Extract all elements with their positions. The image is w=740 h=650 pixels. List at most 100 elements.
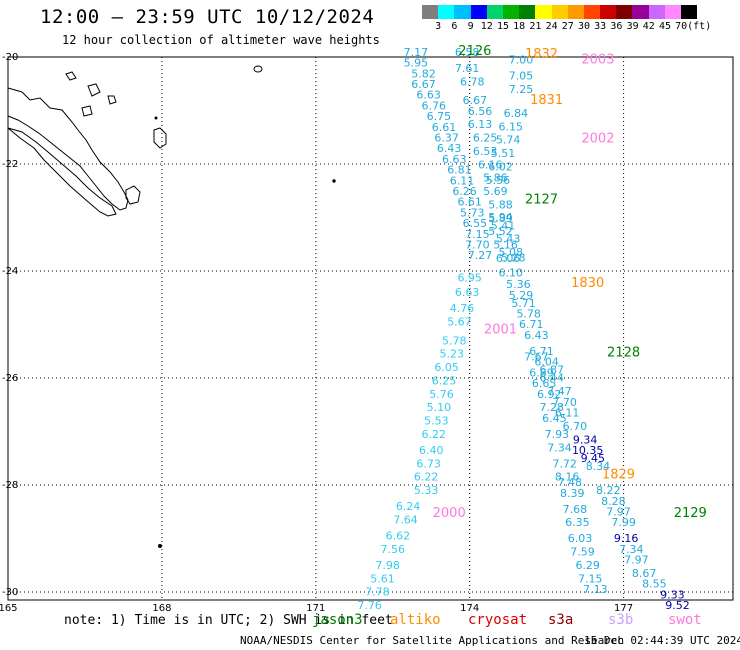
swh-value: 7.15 [578, 572, 603, 585]
swh-value: 7.64 [393, 514, 418, 527]
satellite-legend-item: altiko [390, 612, 441, 628]
swh-value: 8.28 [601, 495, 626, 508]
swh-value: 7.34 [619, 543, 644, 556]
swh-value: 7.56 [381, 543, 406, 556]
swh-value: 8.22 [596, 484, 621, 497]
swh-value: 6.22 [414, 471, 439, 484]
note-text: note: 1) Time is in UTC; 2) SWH is in fe… [64, 613, 393, 628]
colorbar-swatch [567, 5, 584, 19]
satellite-legend-item: jason3 [312, 612, 363, 628]
colorbar-swatch [470, 5, 487, 19]
colorbar-label: 21 [529, 21, 542, 32]
island-tiny-1 [332, 179, 336, 183]
swh-value: 7.00 [509, 53, 534, 66]
pass-label: 2002 [581, 132, 614, 147]
satellite-legend-item: swot [668, 612, 702, 628]
island-small-4 [81, 105, 93, 117]
swh-value: 6.06 [496, 252, 521, 265]
footer-credit: NOAA/NESDIS Center for Satellite Applica… [240, 634, 625, 647]
swh-value: 6.87 [540, 364, 565, 377]
swh-value: 5.69 [483, 185, 508, 198]
colorbar-label: 9 [467, 21, 474, 32]
pass-label: 1829 [602, 468, 635, 483]
colorbar-swatch [600, 5, 617, 19]
swh-value: 6.43 [524, 329, 549, 342]
swh-value: 5.78 [516, 308, 541, 321]
pass-label: 2127 [525, 193, 558, 208]
island-tiny-3 [154, 116, 158, 120]
colorbar-swatch [681, 5, 698, 19]
swh-value: 6.65 [532, 377, 557, 390]
swh-value: 8.55 [642, 578, 667, 591]
swh-value: 5.36 [506, 278, 531, 291]
pass-label: 2126 [458, 44, 491, 59]
swh-value: 5.86 [483, 172, 508, 185]
colorbar-label: 12 [480, 21, 493, 32]
swh-value: 6.81 [447, 164, 472, 177]
swh-value: 7.99 [611, 516, 636, 529]
swh-value: 7.13 [583, 583, 608, 596]
swh-value: 7.98 [375, 559, 400, 572]
swh-value: 5.78 [442, 334, 467, 347]
colorbar-label: 42 [642, 21, 655, 32]
y-tick-label: -20 [2, 52, 18, 63]
colorbar-label: 6 [451, 21, 458, 32]
swh-value: 6.45 [542, 412, 567, 425]
swh-value: 7.67 [524, 350, 549, 363]
swh-value: 6.58 [455, 46, 480, 59]
colorbar-label: 3 [435, 21, 442, 32]
footer-timestamp: 15 Dec 02:44:39 UTC 2024 [584, 634, 740, 647]
swh-value: 5.94 [488, 211, 513, 224]
swh-value: 6.53 [473, 145, 498, 158]
swh-value: 6.11 [450, 174, 475, 187]
swh-value: 6.62 [386, 530, 411, 543]
swh-value: 6.73 [416, 457, 441, 470]
swh-value: 6.84 [504, 107, 529, 120]
swh-value: 5.74 [496, 134, 521, 147]
swh-value: 7.25 [509, 83, 534, 96]
swh-value: 5.28 [501, 251, 526, 264]
swh-value: 7.34 [547, 441, 572, 454]
swh-value: 9.34 [573, 433, 598, 446]
swh-value: 8.34 [586, 460, 611, 473]
swh-value: 5.16 [493, 239, 518, 252]
x-tick-label: 165 [0, 603, 18, 614]
pass-label: 1832 [525, 47, 558, 62]
swh-value: 6.78 [460, 75, 485, 88]
swh-value: 5.33 [414, 484, 439, 497]
swh-value: 6.61 [457, 196, 482, 209]
swh-value: 6.63 [442, 153, 467, 166]
swh-value: 7.48 [557, 476, 582, 489]
swh-value: 6.25 [432, 374, 457, 387]
swh-value: 6.13 [468, 118, 493, 131]
swh-value: 7.47 [547, 385, 572, 398]
swh-value: 6.03 [568, 532, 593, 545]
swh-values: 7.175.955.826.676.636.766.756.616.376.43… [357, 46, 689, 612]
swh-value: 7.70 [552, 396, 577, 409]
x-tick-label: 174 [460, 603, 479, 614]
new-caledonia-coast [7, 87, 129, 211]
swh-value: 6.61 [432, 121, 457, 134]
swh-value: 9.16 [614, 532, 639, 545]
swh-value: 7.15 [465, 228, 490, 241]
swh-value: 7.05 [509, 69, 534, 82]
swh-value: 5.29 [509, 289, 534, 302]
swh-value: 6.44 [540, 372, 565, 385]
map-subtitle: 12 hour collection of altimeter wave hei… [62, 33, 380, 47]
x-tick-label: 168 [152, 603, 171, 614]
swh-value: 7.78 [365, 586, 390, 599]
pass-label: 2000 [433, 506, 466, 521]
swh-value: 6.16 [478, 158, 503, 171]
swh-value: 5.08 [498, 246, 523, 259]
x-tick-label: 171 [306, 603, 325, 614]
swh-value: 7.76 [357, 599, 382, 612]
swh-value: 6.43 [437, 142, 462, 155]
swh-value: 5.51 [491, 147, 516, 160]
swh-value: 7.27 [468, 249, 493, 262]
colorbar-swatch [664, 5, 681, 19]
swh-value: 6.11 [555, 407, 580, 420]
swh-value: 6.92 [537, 388, 562, 401]
swh-value: 6.10 [498, 266, 523, 279]
colorbar-label: 45 [658, 21, 672, 32]
colorbar-swatch [616, 5, 633, 19]
